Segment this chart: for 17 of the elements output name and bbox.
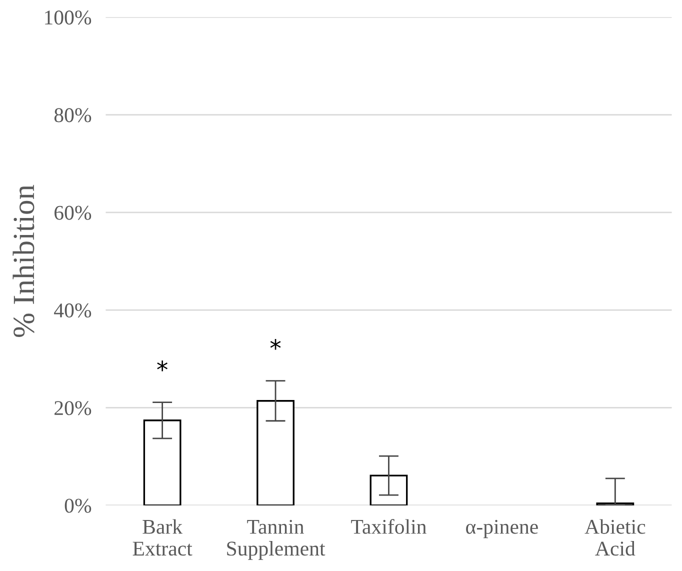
bar xyxy=(143,420,182,506)
y-tick-label: 100% xyxy=(45,10,92,25)
bar xyxy=(256,400,294,506)
x-tick-label: Abietic Acid xyxy=(584,519,646,556)
y-axis-title: % Inhibition xyxy=(12,184,34,337)
y-tick-label: 80% xyxy=(54,108,92,122)
x-tick-label: Taxifolin xyxy=(351,519,426,534)
x-tick-label: Bark Extract xyxy=(132,519,192,556)
y-tick-label: 0% xyxy=(64,498,92,513)
bar xyxy=(370,474,408,506)
annotation: * xyxy=(157,360,168,372)
x-tick-label: α-pinene xyxy=(466,520,538,538)
x-tick-label: Tannin Supplement xyxy=(227,520,326,560)
annotation: * xyxy=(270,338,281,350)
y-tick-label: 60% xyxy=(54,206,92,220)
y-tick-label: 40% xyxy=(54,303,92,318)
y-tick-label: 20% xyxy=(54,401,92,416)
